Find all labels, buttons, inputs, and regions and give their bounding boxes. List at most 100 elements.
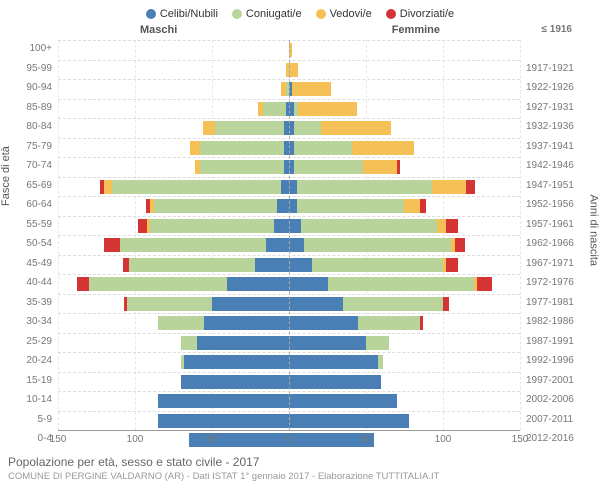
bar-segment (363, 160, 397, 174)
bar-male (181, 375, 289, 389)
age-label: 5-9 (12, 414, 52, 425)
bar-segment (294, 160, 363, 174)
year-label: 1937-1941 (526, 141, 590, 152)
age-label: 80-84 (12, 121, 52, 132)
bar-male (77, 277, 290, 291)
bar-female (289, 336, 389, 350)
legend-swatch (146, 9, 156, 19)
x-tick: 100 (127, 434, 144, 445)
age-label: 35-39 (12, 297, 52, 308)
bar-segment (112, 180, 281, 194)
bar-segment (301, 219, 437, 233)
bar-male (158, 394, 289, 408)
age-label: 30-34 (12, 316, 52, 327)
year-label: 1917-1921 (526, 63, 590, 74)
bar-segment (158, 316, 204, 330)
bar-segment (437, 219, 446, 233)
bar-segment (297, 180, 433, 194)
age-label: 15-19 (12, 375, 52, 386)
bar-segment (274, 219, 289, 233)
bar-segment (289, 336, 366, 350)
bar-segment (289, 219, 301, 233)
plot-area: 100+95-991917-192190-941922-192685-89192… (58, 40, 520, 430)
bar-female (289, 160, 400, 174)
year-label: 2012-2016 (526, 433, 590, 444)
bar-male (158, 316, 289, 330)
bar-segment (420, 316, 423, 330)
bar-segment (312, 258, 443, 272)
bar-segment (294, 141, 353, 155)
legend-item: Vedovi/e (316, 8, 372, 20)
age-label: 70-74 (12, 160, 52, 171)
population-pyramid-chart: Celibi/NubiliConiugati/eVedovi/eDivorzia… (0, 0, 600, 500)
center-line (289, 40, 290, 430)
age-label: 85-89 (12, 102, 52, 113)
bar-segment (304, 238, 450, 252)
bar-segment (397, 160, 400, 174)
bar-segment (184, 355, 289, 369)
bar-male (104, 238, 289, 252)
bar-segment (466, 180, 475, 194)
bar-male (190, 141, 289, 155)
bar-segment (227, 277, 289, 291)
bar-segment (158, 394, 289, 408)
legend-item: Divorziati/e (386, 8, 454, 20)
age-label: 65-69 (12, 180, 52, 191)
bar-segment (89, 277, 228, 291)
bar-male (181, 336, 289, 350)
year-label: 1982-1986 (526, 316, 590, 327)
bar-segment (378, 355, 383, 369)
bar-segment (197, 336, 289, 350)
bar-segment (289, 394, 397, 408)
bar-female (289, 277, 492, 291)
bar-segment (321, 121, 390, 135)
x-tick: 100 (435, 434, 452, 445)
bar-female (289, 375, 381, 389)
year-label: 1942-1946 (526, 160, 590, 171)
x-axis: 15010050050100150 (58, 430, 520, 449)
bar-segment (263, 102, 286, 116)
legend: Celibi/NubiliConiugati/eVedovi/eDivorzia… (0, 0, 600, 24)
bar-segment (266, 238, 289, 252)
bar-segment (277, 199, 289, 213)
x-tick: 150 (50, 434, 67, 445)
male-header: Maschi (140, 24, 177, 36)
bar-segment (289, 277, 328, 291)
bar-female (289, 141, 414, 155)
legend-swatch (386, 9, 396, 19)
legend-label: Vedovi/e (330, 8, 372, 20)
bar-segment (120, 238, 266, 252)
bar-segment (104, 180, 112, 194)
year-label: 1972-1976 (526, 277, 590, 288)
bar-segment (200, 141, 285, 155)
year-label: 1952-1956 (526, 199, 590, 210)
bar-female (289, 121, 391, 135)
bar-segment (289, 238, 304, 252)
bar-male (100, 180, 289, 194)
bar-segment (289, 375, 381, 389)
age-label: 10-14 (12, 394, 52, 405)
year-label: 1977-1981 (526, 297, 590, 308)
x-tick: 50 (206, 434, 217, 445)
bar-female (289, 414, 409, 428)
bar-segment (200, 160, 285, 174)
x-tick: 50 (360, 434, 371, 445)
legend-label: Celibi/Nubili (160, 8, 218, 20)
bar-segment (281, 180, 289, 194)
year-label: 1932-1936 (526, 121, 590, 132)
bar-segment (181, 375, 289, 389)
bar-segment (138, 219, 147, 233)
bar-male (258, 102, 289, 116)
bar-female (289, 238, 465, 252)
age-label: 60-64 (12, 199, 52, 210)
bar-segment (446, 258, 458, 272)
gender-headers: Maschi Femmine ≤ 1916 (0, 24, 600, 40)
bar-male (124, 297, 289, 311)
female-header: Femmine (392, 24, 440, 36)
bar-female (289, 258, 458, 272)
bar-segment (150, 219, 273, 233)
bar-segment (212, 297, 289, 311)
x-tick: 150 (512, 434, 529, 445)
age-label: 95-99 (12, 63, 52, 74)
age-label: 40-44 (12, 277, 52, 288)
